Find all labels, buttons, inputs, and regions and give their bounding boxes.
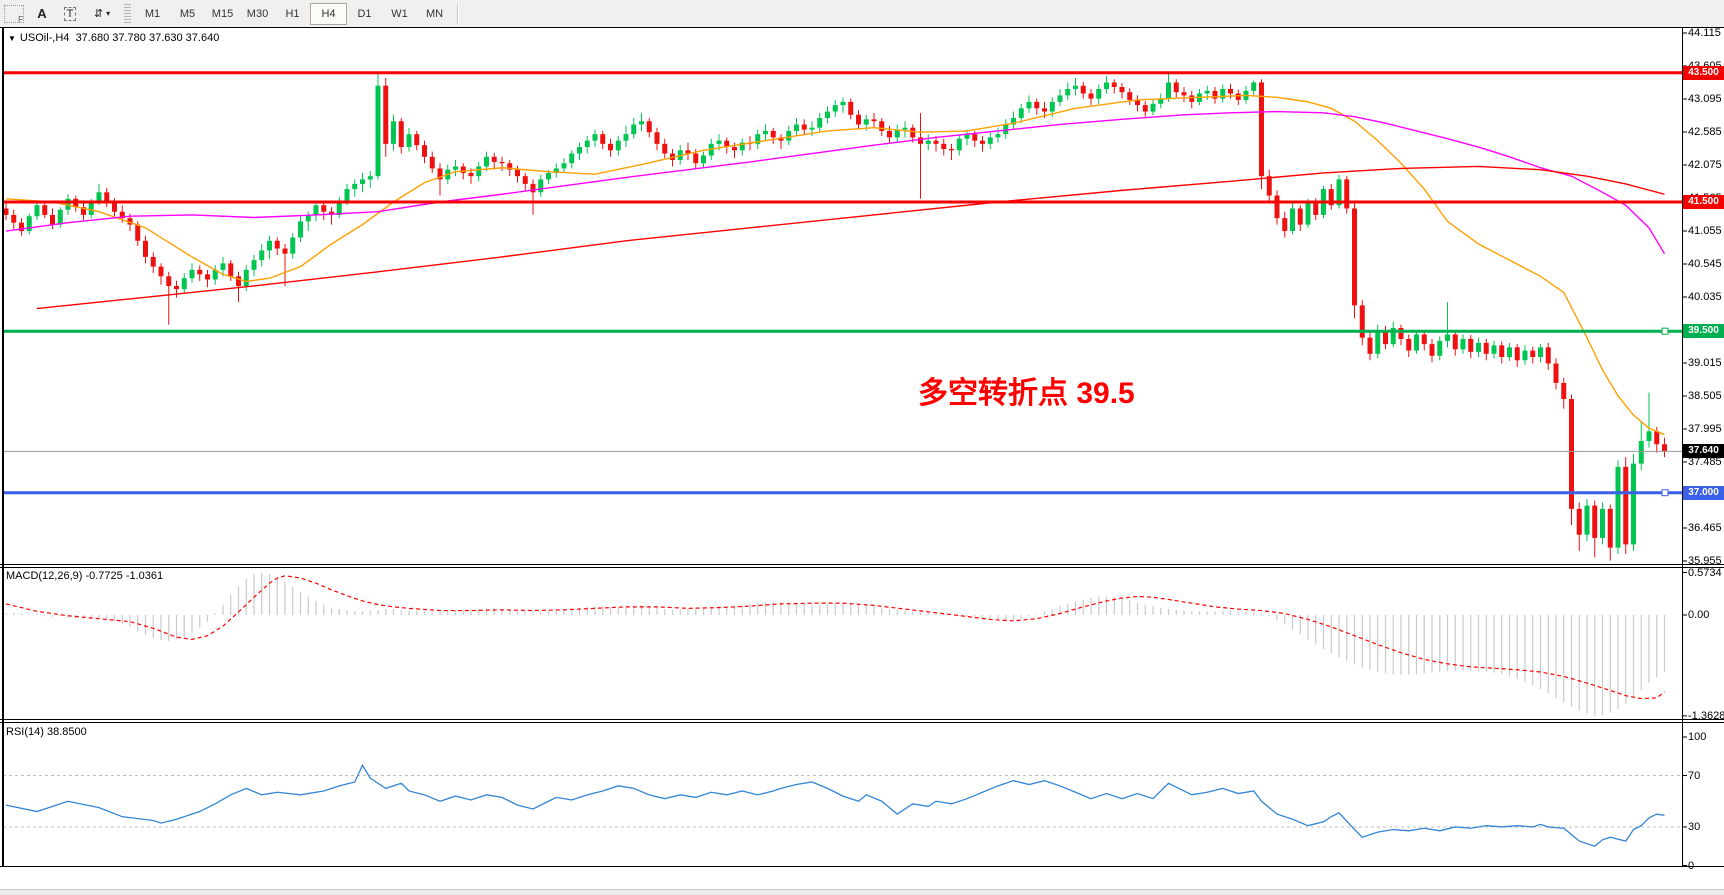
price-axis-label: 40.545 (1688, 258, 1722, 270)
toolbar-grip[interactable] (124, 3, 131, 24)
dock-handle-letter: F (18, 14, 23, 24)
macd-rsi-splitter[interactable] (0, 719, 1724, 720)
rsi-axis-label: 100 (1688, 731, 1707, 743)
moving-averages-layer (5, 94, 1666, 436)
chart-annotation-text[interactable]: 多空转折点 39.5 (918, 377, 1135, 410)
chart-title: ▼ USOil-,H4 37.680 37.780 37.630 37.640 (8, 32, 219, 44)
price-axis-label: 35.955 (1688, 555, 1722, 567)
dock-handle-icon[interactable]: F (1, 3, 27, 24)
window-bottom-edge (0, 889, 1724, 895)
dropdown-caret-icon: ▾ (106, 9, 111, 18)
rsi-axis-label: 70 (1688, 769, 1701, 782)
toolbar: F A T ⇵ ▾ M1 M5 M15 M30 H1 H4 D1 W1 MN (0, 0, 1724, 28)
timeframe-button-H4[interactable]: H4 (310, 2, 347, 25)
price-axis-label: 40.035 (1688, 291, 1722, 303)
timeframe-button-D1[interactable]: D1 (357, 7, 372, 20)
collapse-arrow-icon[interactable]: ▼ (8, 34, 16, 43)
bottom-axis-border (0, 866, 1724, 867)
current-price-tag: 37.640 (1683, 444, 1724, 459)
price-axis-label: 42.585 (1688, 126, 1722, 138)
hline-handle (1661, 327, 1669, 335)
ma-slow-red (36, 165, 1665, 310)
rsi-layer (3, 763, 1682, 847)
chart-title-ohlc: 37.680 37.780 37.630 37.640 (75, 32, 220, 44)
price-axis-label: 37.485 (1688, 456, 1722, 468)
price-axis-label: 42.075 (1688, 159, 1722, 171)
price-axis-label: 38.505 (1688, 390, 1722, 402)
pointer-arrows-icon: ⇵ (93, 8, 104, 20)
timeframe-button-W1[interactable]: W1 (391, 7, 408, 20)
price-axis-label: 44.115 (1688, 27, 1721, 39)
timeframe-button-group: M1 M5 M15 M30 H1 H4 D1 W1 MN (135, 2, 452, 25)
price-axis-label: 41.055 (1688, 225, 1722, 237)
timeframe-button-M5[interactable]: M5 (179, 7, 196, 20)
price-axis-label: 36.465 (1688, 522, 1722, 534)
main-macd-splitter[interactable] (0, 564, 1724, 565)
price-tag-43.500: 43.500 (1683, 65, 1724, 80)
price-axis-label: 43.095 (1688, 93, 1722, 105)
timeframe-button-M1[interactable]: M1 (144, 7, 161, 20)
timeframe-button-M30[interactable]: M30 (246, 7, 269, 20)
annotate-letter-icon[interactable]: A (37, 6, 47, 21)
plot-left-border (2, 27, 4, 866)
timeframe-button-M15[interactable]: M15 (211, 7, 234, 20)
rsi-axis-label: 0 (1688, 859, 1695, 872)
main-macd-splitter-2[interactable] (0, 567, 1724, 568)
price-axis-border (1682, 27, 1683, 866)
price-axis-label: 39.015 (1688, 357, 1722, 369)
pointer-mode-icon[interactable]: ⇵ ▾ (85, 3, 119, 24)
macd-indicator-label: MACD(12,26,9) -0.7725 -1.0361 (6, 570, 164, 582)
price-axis-label: 37.995 (1688, 423, 1722, 435)
rsi-line (5, 763, 1665, 847)
macd-axis-label: 0.00 (1688, 609, 1710, 621)
ma-mid-magenta (5, 110, 1666, 255)
price-tag-37.000: 37.000 (1683, 485, 1724, 500)
hlines-layer (3, 71, 1682, 497)
rsi-indicator-label: RSI(14) 38.8500 (6, 726, 87, 738)
chart-title-symbol: USOil-,H4 (19, 32, 70, 44)
macd-layer (5, 572, 1666, 716)
date-axis[interactable]: 24 Jul 202027 Jul 20:0029 Jul 04:0030 Ju… (0, 867, 1724, 889)
price-tag-39.500: 39.500 (1683, 324, 1724, 339)
timeframe-button-H1[interactable]: H1 (285, 7, 300, 20)
toolbar-separator (457, 3, 459, 24)
rsi-axis-label: 30 (1688, 820, 1701, 833)
timeframe-button-MN[interactable]: MN (425, 7, 444, 20)
hline-handle (1661, 489, 1669, 497)
macd-signal-line (5, 575, 1665, 700)
macd-axis-label: 0.5734 (1688, 566, 1722, 579)
price-tag-41.500: 41.500 (1683, 195, 1724, 209)
candles-layer (3, 72, 1667, 561)
macd-axis-label: -1.3628 (1688, 709, 1724, 722)
ma-fast-orange (5, 94, 1665, 436)
macd-rsi-splitter-2[interactable] (0, 722, 1724, 723)
text-label-icon[interactable]: T (57, 3, 83, 24)
